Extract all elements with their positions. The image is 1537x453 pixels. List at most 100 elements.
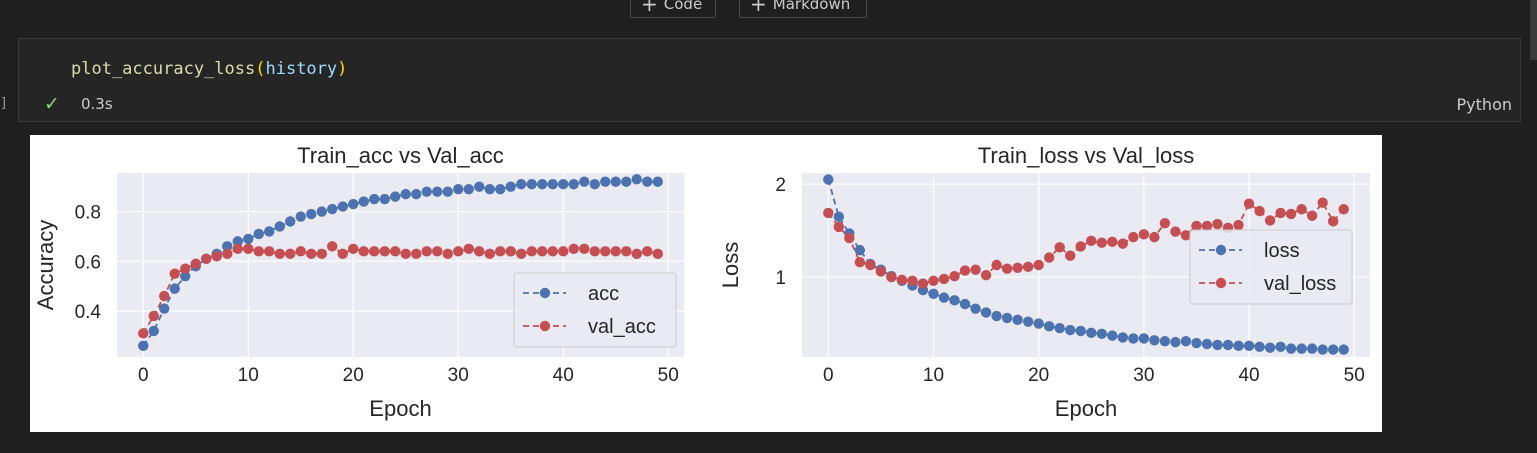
data-point-val_loss [1096, 237, 1107, 248]
data-point-val_loss [1107, 236, 1118, 247]
vertical-scrollbar[interactable] [1530, 0, 1537, 60]
check-icon: ✓ [44, 93, 60, 115]
data-point-acc [169, 283, 180, 294]
data-point-val_acc [306, 248, 317, 260]
data-point-loss [970, 303, 981, 314]
data-point-val_loss [917, 278, 929, 289]
x-tick-label: 40 [1238, 365, 1259, 386]
data-point-loss [980, 307, 992, 318]
data-point-loss [854, 244, 866, 256]
x-axis-label: Epoch [369, 396, 431, 421]
data-point-acc [558, 178, 569, 190]
data-point-val_acc [243, 243, 254, 255]
legend-marker-loss [1215, 244, 1227, 256]
data-point-acc [484, 183, 495, 195]
data-point-val_loss [1043, 252, 1055, 263]
data-point-val_acc [474, 246, 485, 257]
data-point-acc [148, 325, 159, 337]
data-point-acc [421, 186, 432, 197]
data-point-val_acc [453, 246, 464, 257]
data-point-val_loss [1065, 250, 1076, 261]
data-point-loss [1275, 341, 1286, 352]
code-argument: history [265, 59, 338, 79]
data-point-val_acc [631, 248, 642, 260]
data-point-acc [442, 186, 453, 197]
data-point-loss [1191, 337, 1202, 349]
data-point-val_loss [1327, 216, 1339, 227]
data-point-val_loss [1212, 218, 1223, 230]
data-point-acc [222, 241, 233, 252]
data-point-val_acc [211, 251, 222, 262]
data-point-val_loss [823, 207, 834, 219]
data-point-acc [610, 176, 621, 187]
data-point-acc [358, 196, 369, 207]
data-point-val_loss [1338, 204, 1349, 215]
data-point-loss [1264, 342, 1276, 353]
data-point-acc [369, 193, 380, 205]
data-point-val_loss [980, 270, 992, 281]
data-point-val_acc [358, 246, 369, 257]
data-point-acc [453, 183, 464, 195]
x-axis-label: Epoch [1055, 396, 1117, 421]
data-point-val_acc [274, 248, 285, 260]
data-point-val_loss [1149, 231, 1160, 243]
y-axis-label: Loss [718, 242, 743, 288]
data-point-loss [938, 292, 950, 303]
data-point-val_loss [1170, 226, 1181, 237]
data-point-val_loss [1275, 207, 1286, 219]
data-point-loss [1243, 340, 1255, 352]
code-cell[interactable]: plot_accuracy_loss(history) [18, 38, 1521, 122]
x-tick-label: 30 [1133, 365, 1154, 386]
data-point-acc [348, 198, 359, 210]
data-point-val_acc [400, 248, 411, 260]
data-point-acc [621, 176, 632, 187]
data-point-val_loss [1306, 210, 1318, 221]
execution-time: 0.3s [81, 95, 113, 113]
data-point-loss [949, 295, 960, 306]
add-markdown-button[interactable]: + Markdown [739, 0, 867, 18]
data-point-val_loss [844, 232, 855, 244]
data-point-acc [631, 174, 642, 185]
data-point-val_acc [148, 310, 159, 322]
legend-label-val_acc: val_acc [588, 316, 656, 338]
legend-box [1189, 229, 1353, 305]
data-point-val_acc [621, 246, 632, 257]
data-point-acc [642, 176, 653, 187]
code-close-paren: ) [337, 59, 348, 79]
data-point-loss [1149, 335, 1160, 346]
data-point-val_loss [991, 259, 1002, 271]
code-open-paren: ( [255, 59, 266, 79]
legend-marker-val_loss [1215, 277, 1227, 289]
data-point-loss [1138, 333, 1150, 344]
code-editor[interactable]: plot_accuracy_loss(history) [71, 59, 347, 79]
add-code-button[interactable]: + Code [630, 0, 716, 18]
data-point-acc [411, 188, 422, 200]
x-tick-label: 20 [1028, 365, 1049, 386]
data-point-acc [337, 201, 348, 212]
data-point-val_acc [652, 248, 663, 260]
language-selector[interactable]: Python [1456, 95, 1512, 114]
plus-icon: + [641, 0, 658, 16]
data-point-loss [1117, 332, 1129, 343]
data-point-loss [833, 211, 845, 222]
data-point-val_acc [379, 246, 390, 257]
data-point-val_loss [959, 265, 971, 276]
data-point-val_loss [938, 273, 950, 285]
data-point-loss [1317, 344, 1328, 355]
execution-bracket: ] [0, 96, 8, 111]
data-point-acc [243, 233, 254, 245]
data-point-val_loss [1180, 230, 1192, 241]
chart-title: Train_loss vs Val_loss [978, 143, 1194, 168]
data-point-loss [1254, 341, 1265, 352]
data-point-val_acc [295, 246, 306, 257]
data-point-val_acc [505, 246, 516, 257]
data-point-val_acc [180, 263, 191, 274]
data-point-val_acc [190, 258, 201, 269]
data-point-val_loss [1033, 259, 1044, 271]
x-tick-label: 50 [1344, 365, 1365, 386]
legend-label-acc: acc [588, 283, 619, 305]
data-point-loss [1075, 325, 1086, 337]
data-point-acc [295, 211, 306, 222]
data-point-val_acc [484, 248, 495, 260]
